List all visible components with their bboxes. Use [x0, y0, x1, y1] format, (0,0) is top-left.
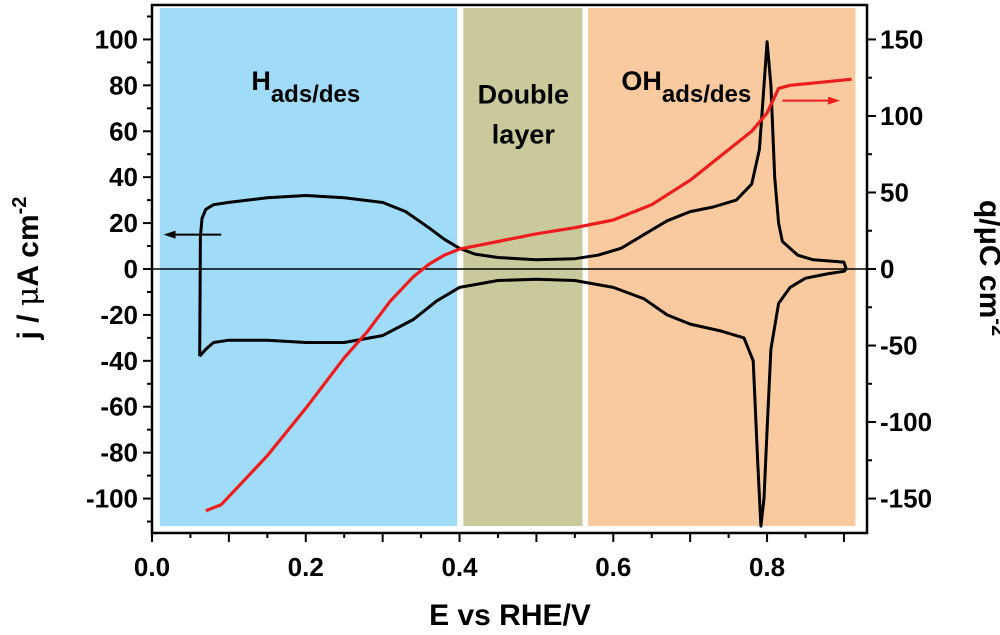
- region-label-0: Hads/des: [251, 66, 360, 108]
- y-left-tick-label: 80: [109, 70, 138, 100]
- cv-reverse-line: [198, 267, 848, 528]
- cv-forward-line: [198, 40, 848, 357]
- region-2: [587, 8, 856, 526]
- x-tick-label: 0.4: [441, 552, 478, 582]
- y-right-tick-label: 0: [880, 254, 894, 284]
- ticks-layer: [143, 15, 876, 542]
- x-axis-title: E vs RHE/V: [429, 599, 591, 632]
- region-1: [463, 8, 583, 526]
- y-left-tick-label: -80: [100, 438, 138, 468]
- y-left-tick-label: -60: [100, 392, 138, 422]
- y-right-axis-title: q/μC cm-2: [973, 200, 1000, 336]
- arrow-left-head: [163, 230, 176, 239]
- y-left-tick-label: -40: [100, 346, 138, 376]
- x-tick-label: 0.8: [749, 552, 785, 582]
- y-left-title-mu: μ: [11, 287, 46, 307]
- region-label-2-sub: ads/des: [662, 81, 751, 108]
- region-label-1-line-0: Double: [478, 80, 570, 110]
- y-right-tick-label: 150: [880, 24, 923, 54]
- y-right-tick-label: -50: [880, 331, 918, 361]
- region-label-0-sub: ads/des: [271, 81, 360, 108]
- y-left-tick-label: -20: [100, 300, 138, 330]
- tick-labels-layer: 0.0 0.2 0.4 0.6 0.8 -100 -80 -60 -40 -20 0 20 40 60 80…: [86, 24, 932, 582]
- y-right-title-sup: -2: [987, 318, 1000, 336]
- arrow-right-head: [828, 96, 841, 105]
- arrows-layer: [163, 96, 841, 239]
- charge-line: [205, 77, 852, 513]
- y-right-title-main: q/μC cm: [973, 200, 1000, 318]
- y-right-tick-label: -100: [880, 407, 932, 437]
- region-0: [159, 8, 458, 526]
- y-left-title-main: j /: [12, 306, 45, 340]
- y-left-title-unit: A cm: [12, 214, 45, 286]
- curves-layer: [198, 40, 852, 528]
- region-label-0-main: H: [251, 66, 271, 96]
- region-label-2: OHads/des: [621, 66, 751, 108]
- x-tick-label: 0.2: [288, 552, 324, 582]
- region-label-2-main: OH: [621, 66, 662, 96]
- y-left-tick-label: 20: [109, 208, 138, 238]
- y-right-tick-label: 50: [880, 177, 909, 207]
- y-left-tick-label: 60: [109, 116, 138, 146]
- y-left-tick-label: 0: [124, 254, 138, 284]
- y-right-tick-label: -150: [880, 484, 932, 514]
- y-left-tick-label: 40: [109, 162, 138, 192]
- regions-layer: [159, 8, 856, 526]
- y-left-axis-title: j / μA cm-2: [9, 197, 46, 341]
- region-label-1-line-1: layer: [492, 120, 556, 150]
- y-left-tick-label: 100: [95, 24, 138, 54]
- x-tick-label: 0.0: [134, 552, 170, 582]
- y-right-tick-label: 100: [880, 101, 923, 131]
- y-left-tick-label: -100: [86, 484, 138, 514]
- y-left-title-sup: -2: [9, 197, 31, 215]
- x-tick-label: 0.6: [595, 552, 631, 582]
